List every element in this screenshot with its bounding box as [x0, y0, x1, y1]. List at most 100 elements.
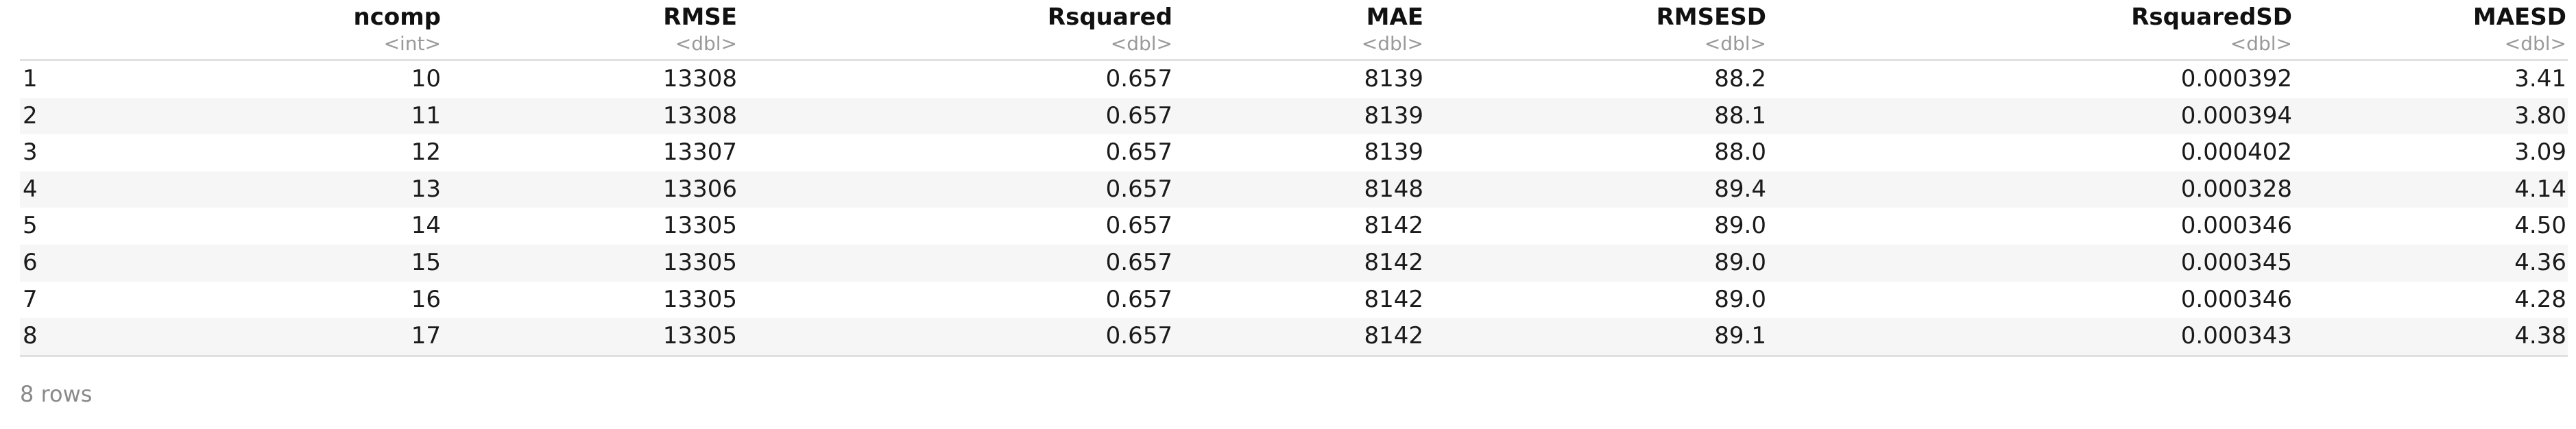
- table-row: 2 11 13308 0.657 8139 88.1 0.000394 3.80: [20, 97, 2568, 135]
- column-type-label: <int>: [383, 32, 441, 55]
- cell-rmsesd: 89.0: [1425, 244, 1768, 282]
- cell-mae: 8142: [1364, 212, 1423, 240]
- cell-rsquaredsd: 0.000346: [2180, 285, 2292, 313]
- cell-rmse: 13305: [662, 285, 737, 313]
- cell-rsquaredsd: 0.000343: [1768, 318, 2294, 357]
- cell-maesd: 4.36: [2294, 244, 2568, 282]
- column-header-rsquared[interactable]: Rsquared <dbl>: [738, 0, 1174, 61]
- column-header-label: RMSESD: [1656, 3, 1766, 31]
- row-index: 7: [23, 285, 38, 313]
- cell-mae: 8139: [1364, 138, 1423, 167]
- row-index: 3: [23, 138, 38, 167]
- column-type-label: <dbl>: [1110, 32, 1172, 55]
- cell-ncomp: 12: [411, 138, 441, 167]
- table-row: 3 12 13307 0.657 8139 88.0 0.000402 3.09: [20, 134, 2568, 171]
- cell-maesd: 4.28: [2514, 285, 2566, 313]
- cell-rmse: 13305: [442, 318, 738, 357]
- column-header-rmse[interactable]: RMSE <dbl>: [442, 0, 738, 61]
- cell-rsquaredsd: 0.000328: [1768, 171, 2294, 208]
- cell-mae: 8142: [1174, 318, 1425, 357]
- cell-rmsesd: 89.0: [1714, 212, 1766, 240]
- column-header-label: MAESD: [2472, 3, 2566, 31]
- row-index: 1: [23, 65, 38, 93]
- cell-mae: 8142: [1174, 244, 1425, 282]
- row-index: 5: [23, 212, 38, 240]
- column-header-ncomp[interactable]: ncomp <int>: [136, 0, 442, 61]
- cell-mae: 8139: [1364, 65, 1423, 93]
- row-index: 4: [20, 171, 136, 208]
- cell-ncomp: 13: [136, 171, 442, 208]
- cell-rsquared: 0.657: [738, 171, 1174, 208]
- cell-rsquared: 0.657: [1105, 285, 1172, 313]
- cell-rmse: 13305: [662, 212, 737, 240]
- column-header-rsquaredsd[interactable]: RsquaredSD <dbl>: [1768, 0, 2294, 61]
- column-header-label: RsquaredSD: [2131, 3, 2292, 31]
- column-header-label: ncomp: [353, 3, 441, 31]
- cell-rmsesd: 89.0: [1714, 285, 1766, 313]
- column-header-rmsesd[interactable]: RMSESD <dbl>: [1425, 0, 1768, 61]
- cell-maesd: 3.41: [2514, 65, 2566, 93]
- column-type-label: <dbl>: [675, 32, 737, 55]
- cell-rmsesd: 88.1: [1425, 97, 1768, 135]
- cell-rsquared: 0.657: [738, 318, 1174, 357]
- table-body: 1 10 13308 0.657 8139 88.2 0.000392 3.41…: [20, 60, 2568, 357]
- data-table: ncomp <int> RMSE <dbl> Rsquared <dbl> MA…: [20, 0, 2568, 357]
- column-header-maesd[interactable]: MAESD <dbl>: [2294, 0, 2568, 61]
- cell-rsquared: 0.657: [738, 244, 1174, 282]
- column-type-label: <dbl>: [2230, 32, 2292, 55]
- cell-rsquaredsd: 0.000392: [2180, 65, 2292, 93]
- table-header: ncomp <int> RMSE <dbl> Rsquared <dbl> MA…: [20, 0, 2568, 61]
- column-header-index: [20, 0, 136, 61]
- cell-mae: 8139: [1174, 97, 1425, 135]
- column-header-mae[interactable]: MAE <dbl>: [1174, 0, 1425, 61]
- cell-rsquared: 0.657: [1105, 138, 1172, 167]
- cell-rmsesd: 89.1: [1425, 318, 1768, 357]
- cell-ncomp: 11: [136, 97, 442, 135]
- cell-mae: 8142: [1364, 285, 1423, 313]
- cell-rsquaredsd: 0.000346: [2180, 212, 2292, 240]
- cell-rsquaredsd: 0.000402: [2180, 138, 2292, 167]
- cell-rmse: 13306: [442, 171, 738, 208]
- table-row: 1 10 13308 0.657 8139 88.2 0.000392 3.41: [20, 60, 2568, 98]
- cell-ncomp: 14: [411, 212, 441, 240]
- cell-rsquared: 0.657: [1105, 65, 1172, 93]
- column-header-label: RMSE: [663, 3, 737, 31]
- table-row: 4 13 13306 0.657 8148 89.4 0.000328 4.14: [20, 171, 2568, 208]
- column-type-label: <dbl>: [1361, 32, 1423, 55]
- cell-rmse: 13308: [662, 65, 737, 93]
- row-index: 6: [20, 244, 136, 282]
- row-index: 2: [20, 97, 136, 135]
- cell-maesd: 4.14: [2294, 171, 2568, 208]
- column-type-label: <dbl>: [1704, 32, 1766, 55]
- cell-rmse: 13305: [442, 244, 738, 282]
- table-row: 6 15 13305 0.657 8142 89.0 0.000345 4.36: [20, 244, 2568, 282]
- cell-rmsesd: 89.4: [1425, 171, 1768, 208]
- column-header-label: MAE: [1366, 3, 1423, 31]
- cell-rsquared: 0.657: [1105, 212, 1172, 240]
- cell-rmse: 13308: [442, 97, 738, 135]
- cell-ncomp: 16: [411, 285, 441, 313]
- cell-maesd: 3.09: [2514, 138, 2566, 167]
- row-count-label: 8 rows: [20, 381, 93, 407]
- cell-mae: 8148: [1174, 171, 1425, 208]
- cell-ncomp: 10: [411, 65, 441, 93]
- cell-rsquared: 0.657: [738, 97, 1174, 135]
- table-row: 8 17 13305 0.657 8142 89.1 0.000343 4.38: [20, 318, 2568, 357]
- cell-maesd: 4.38: [2294, 318, 2568, 357]
- column-type-label: <dbl>: [2504, 32, 2566, 55]
- column-header-index-label: [20, 0, 135, 32]
- column-header-label: Rsquared: [1047, 3, 1172, 31]
- cell-maesd: 4.50: [2514, 212, 2566, 240]
- cell-rsquaredsd: 0.000345: [1768, 244, 2294, 282]
- cell-rmsesd: 88.2: [1714, 65, 1766, 93]
- header-row: ncomp <int> RMSE <dbl> Rsquared <dbl> MA…: [20, 0, 2568, 61]
- cell-maesd: 3.80: [2294, 97, 2568, 135]
- cell-rmse: 13307: [662, 138, 737, 167]
- cell-ncomp: 15: [136, 244, 442, 282]
- cell-rsquaredsd: 0.000394: [1768, 97, 2294, 135]
- table-row: 5 14 13305 0.657 8142 89.0 0.000346 4.50: [20, 208, 2568, 245]
- row-index: 8: [20, 318, 136, 357]
- cell-ncomp: 17: [136, 318, 442, 357]
- cell-rmsesd: 88.0: [1714, 138, 1766, 167]
